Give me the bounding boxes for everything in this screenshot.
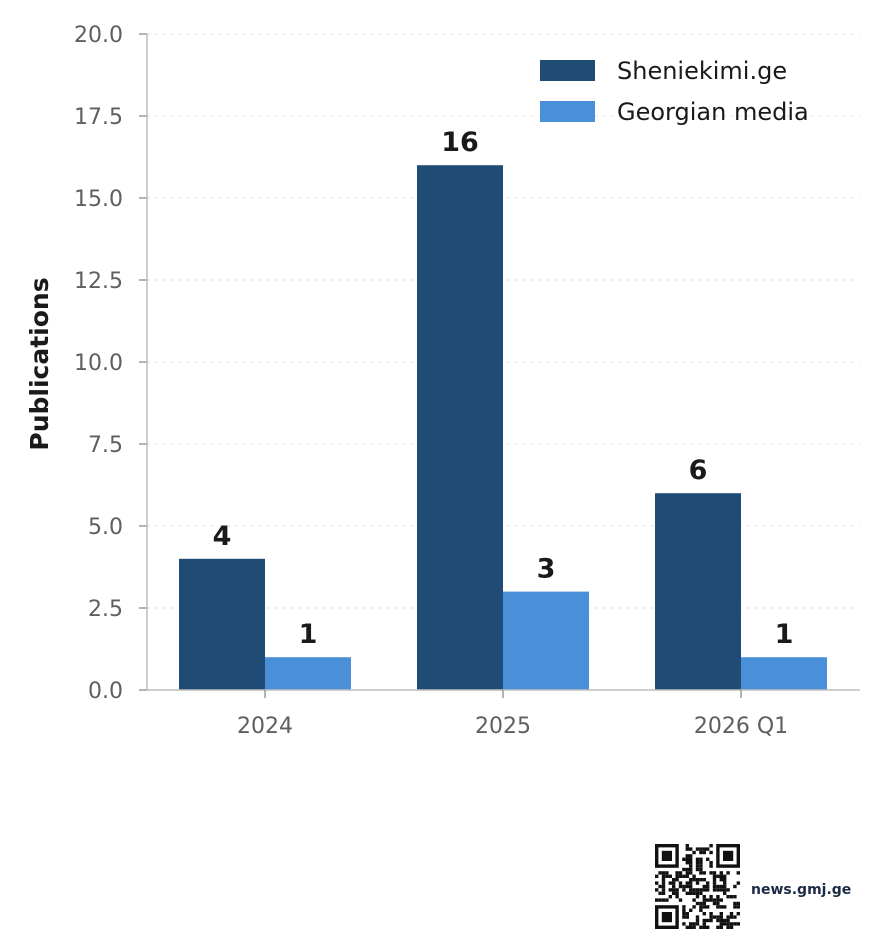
bar-sheniekimi-2 — [655, 493, 741, 690]
data-label: 1 — [775, 619, 794, 650]
y-tick-label: 2.5 — [88, 597, 123, 622]
data-label: 3 — [537, 554, 556, 585]
grid-lines — [147, 33, 860, 609]
y-tick-label: 12.5 — [74, 269, 123, 294]
legend-label-georgian-media: Georgian media — [617, 98, 809, 126]
bar-georgian-media-0 — [265, 657, 351, 690]
legend-swatch-georgian-media — [540, 101, 595, 122]
y-tick-label: 7.5 — [88, 433, 123, 458]
data-label: 1 — [299, 619, 318, 650]
x-tick-label: 2026 Q1 — [694, 714, 788, 739]
bar-georgian-media-2 — [741, 657, 827, 690]
bar-georgian-media-1 — [503, 591, 589, 690]
y-tick-label: 15.0 — [74, 187, 123, 212]
y-tick-label: 20.0 — [74, 23, 123, 48]
footer: news.gmj.ge — [655, 844, 851, 929]
bar-sheniekimi-0 — [179, 558, 265, 690]
y-axis-title: Publications — [25, 277, 54, 450]
legend: Sheniekimi.ge Georgian media — [540, 57, 809, 126]
legend-label-sheniekimi: Sheniekimi.ge — [617, 57, 787, 85]
legend-swatch-sheniekimi — [540, 60, 595, 81]
y-tick-label: 0.0 — [88, 679, 123, 704]
qr-code-icon — [655, 844, 740, 929]
y-tick-label: 10.0 — [74, 351, 123, 376]
x-tick-label: 2024 — [237, 714, 293, 739]
bars — [179, 165, 827, 690]
y-tick-label: 17.5 — [74, 105, 123, 130]
footer-site-label: news.gmj.ge — [751, 882, 851, 898]
data-labels: 4 1 16 3 6 1 — [213, 127, 794, 650]
axes: 0.0 2.5 5.0 7.5 10.0 12.5 15.0 17.5 20.0 2024 2025… — [74, 23, 860, 739]
data-label: 6 — [689, 455, 708, 486]
bar-sheniekimi-1 — [417, 165, 503, 690]
data-label: 4 — [213, 521, 232, 552]
y-tick-label: 5.0 — [88, 515, 123, 540]
x-tick-label: 2025 — [475, 714, 531, 739]
data-label: 16 — [441, 127, 479, 158]
